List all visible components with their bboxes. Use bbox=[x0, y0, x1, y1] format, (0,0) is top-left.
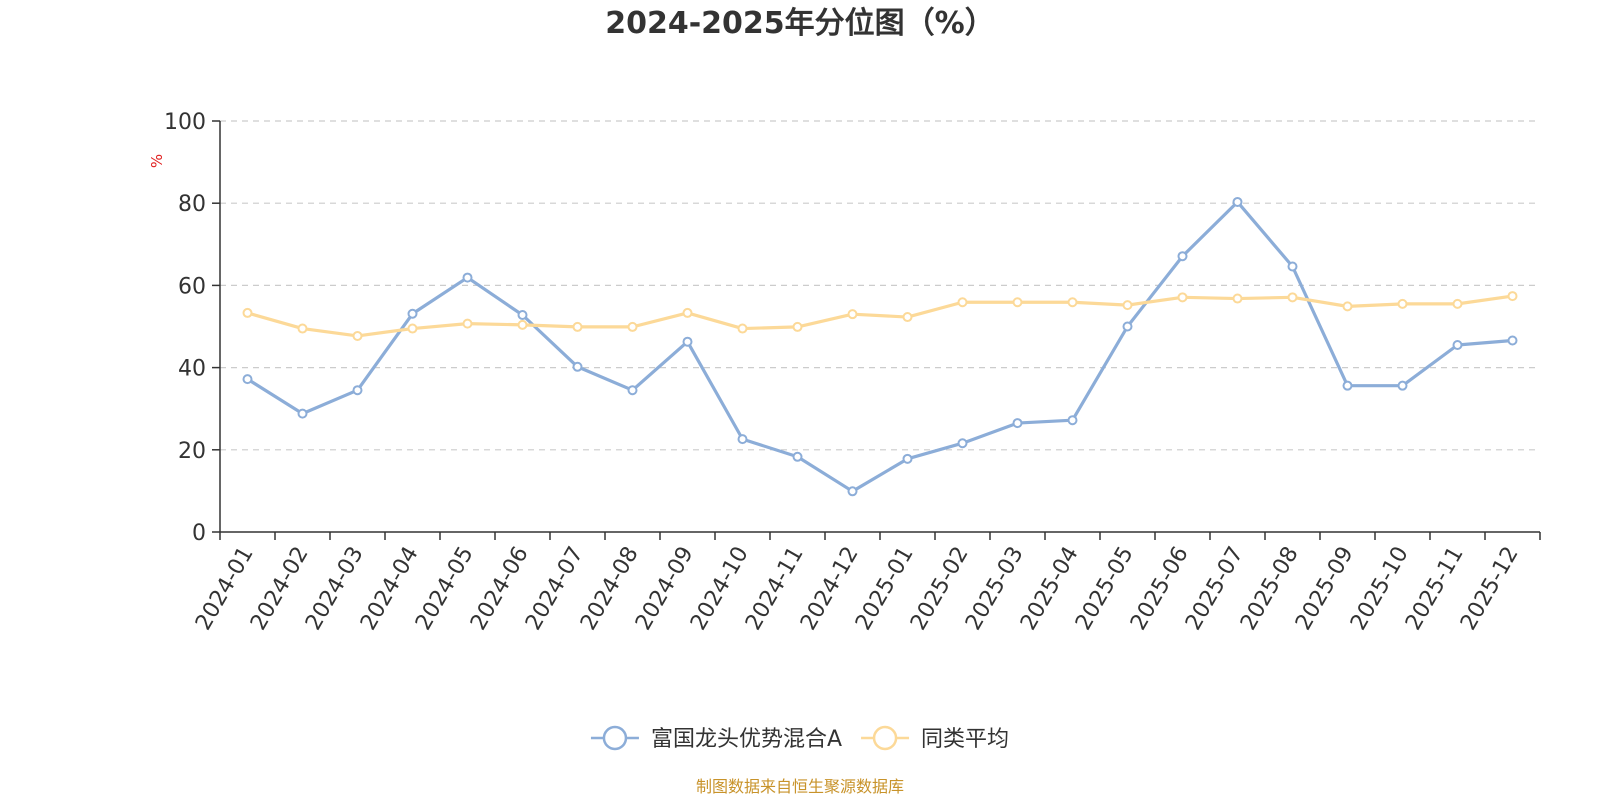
legend-item-0[interactable]: 富国龙头优势混合A bbox=[590, 725, 842, 752]
data-point-1-17[interactable] bbox=[1177, 292, 1188, 303]
x-axis-ticks: 2024-012024-022024-032024-042024-052024-… bbox=[191, 543, 1524, 635]
data-point-1-21[interactable] bbox=[1397, 298, 1408, 309]
series-line-1 bbox=[245, 294, 1515, 338]
data-point-1-2[interactable] bbox=[352, 330, 363, 341]
y-tick-label: 60 bbox=[178, 274, 206, 299]
data-point-1-22[interactable] bbox=[1452, 298, 1463, 309]
legend-label: 同类平均 bbox=[921, 727, 1009, 752]
y-tick-label: 0 bbox=[192, 521, 206, 546]
legend[interactable]: 富国龙头优势混合A 同类平均 bbox=[590, 725, 1009, 752]
data-point-0-7[interactable] bbox=[627, 385, 638, 396]
data-point-1-4[interactable] bbox=[462, 318, 473, 329]
data-point-0-16[interactable] bbox=[1122, 321, 1133, 332]
data-point-0-11[interactable] bbox=[847, 486, 858, 497]
legend-circle-icon bbox=[602, 725, 628, 751]
data-source-note: 制图数据来自恒生聚源数据库 bbox=[696, 777, 904, 796]
data-point-1-1[interactable] bbox=[297, 323, 308, 334]
data-point-1-19[interactable] bbox=[1287, 292, 1298, 303]
data-point-0-3[interactable] bbox=[407, 308, 418, 319]
data-point-0-9[interactable] bbox=[737, 434, 748, 445]
data-point-1-13[interactable] bbox=[957, 297, 968, 308]
chart-title: 2024-2025年分位图（%） bbox=[605, 6, 995, 41]
y-tick-label: 20 bbox=[178, 439, 206, 464]
data-point-0-2[interactable] bbox=[352, 385, 363, 396]
legend-label: 富国龙头优势混合A bbox=[651, 727, 842, 752]
data-point-1-23[interactable] bbox=[1507, 291, 1518, 302]
legend-item-1[interactable]: 同类平均 bbox=[861, 725, 1009, 752]
data-point-0-12[interactable] bbox=[902, 453, 913, 464]
data-point-1-3[interactable] bbox=[407, 323, 418, 334]
legend-circle-icon bbox=[872, 725, 898, 751]
y-axis-ticks: 0 20 40 60 80 100 bbox=[164, 110, 206, 546]
data-point-0-5[interactable] bbox=[517, 309, 528, 320]
data-point-1-9[interactable] bbox=[737, 323, 748, 334]
data-point-1-10[interactable] bbox=[792, 321, 803, 332]
data-point-0-17[interactable] bbox=[1177, 251, 1188, 262]
data-point-1-0[interactable] bbox=[242, 307, 253, 318]
data-point-1-11[interactable] bbox=[847, 309, 858, 320]
data-point-0-6[interactable] bbox=[572, 361, 583, 372]
data-point-0-18[interactable] bbox=[1232, 196, 1243, 207]
data-point-1-16[interactable] bbox=[1122, 300, 1133, 311]
axes bbox=[212, 120, 1541, 540]
data-point-0-13[interactable] bbox=[957, 438, 968, 449]
series-line-0 bbox=[245, 200, 1515, 493]
data-point-0-23[interactable] bbox=[1507, 335, 1518, 346]
y-tick-label: 100 bbox=[164, 110, 206, 135]
data-point-0-4[interactable] bbox=[462, 272, 473, 283]
data-point-1-14[interactable] bbox=[1012, 297, 1023, 308]
data-point-0-1[interactable] bbox=[297, 408, 308, 419]
series-lines bbox=[242, 196, 1518, 497]
data-point-0-21[interactable] bbox=[1397, 380, 1408, 391]
data-point-1-18[interactable] bbox=[1232, 293, 1243, 304]
data-point-0-0[interactable] bbox=[242, 374, 253, 385]
y-tick-label: 80 bbox=[178, 192, 206, 217]
data-point-1-7[interactable] bbox=[627, 321, 638, 332]
data-point-0-20[interactable] bbox=[1342, 380, 1353, 391]
data-point-0-15[interactable] bbox=[1067, 415, 1078, 426]
data-point-1-15[interactable] bbox=[1067, 297, 1078, 308]
data-point-0-22[interactable] bbox=[1452, 339, 1463, 350]
data-point-1-6[interactable] bbox=[572, 321, 583, 332]
data-point-1-12[interactable] bbox=[902, 312, 913, 323]
data-point-0-14[interactable] bbox=[1012, 418, 1023, 429]
data-point-0-19[interactable] bbox=[1287, 261, 1298, 272]
data-point-0-10[interactable] bbox=[792, 451, 803, 462]
y-tick-label: 40 bbox=[178, 357, 206, 382]
data-point-1-5[interactable] bbox=[517, 319, 528, 330]
data-point-1-8[interactable] bbox=[682, 307, 693, 318]
data-point-1-20[interactable] bbox=[1342, 301, 1353, 312]
gridlines bbox=[220, 120, 1540, 451]
y-axis-unit-label: % bbox=[148, 154, 166, 168]
data-point-0-8[interactable] bbox=[682, 336, 693, 347]
